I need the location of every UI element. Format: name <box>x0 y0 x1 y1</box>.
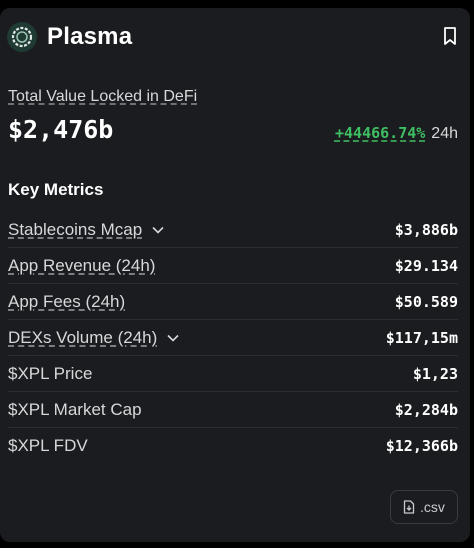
page-title: Plasma <box>47 23 133 50</box>
card-header: Plasma <box>7 20 458 54</box>
metric-value: $50.589 <box>394 292 458 311</box>
metric-label: Stablecoins Mcap <box>8 220 164 240</box>
plasma-logo-icon <box>7 22 37 52</box>
metrics-list: Stablecoins Mcap $3,886b App Revenue (24… <box>8 212 458 464</box>
metric-value: $29.134 <box>394 256 458 275</box>
metric-value: $117,15m <box>385 328 458 347</box>
metric-row-stablecoins-mcap[interactable]: Stablecoins Mcap $3,886b <box>8 212 458 248</box>
tvl-label[interactable]: Total Value Locked in DeFi <box>8 88 198 105</box>
metric-row-xpl-fdv: $XPL FDV $12,366b <box>8 428 458 464</box>
metric-label: $XPL FDV <box>8 436 88 455</box>
metric-value: $2,284b <box>394 400 458 419</box>
metric-label[interactable]: App Fees (24h) <box>8 291 126 311</box>
metric-row-app-revenue: App Revenue (24h) $29.134 <box>8 248 458 284</box>
metric-label[interactable]: App Revenue (24h) <box>8 255 156 275</box>
file-download-icon <box>403 500 415 514</box>
tvl-change: +44466.74% 24h <box>335 123 458 144</box>
protocol-card: Plasma Total Value Locked in DeFi $2,476… <box>0 8 470 542</box>
download-csv-button[interactable]: .csv <box>390 490 458 524</box>
tvl-change-period: 24h <box>431 125 458 142</box>
metric-row-app-fees: App Fees (24h) $50.589 <box>8 284 458 320</box>
bookmark-icon[interactable] <box>442 26 458 46</box>
tvl-value: $2,476b <box>8 115 114 144</box>
metric-row-xpl-price: $XPL Price $1,23 <box>8 356 458 392</box>
metric-value: $3,886b <box>394 220 458 239</box>
chevron-down-icon[interactable] <box>167 334 179 342</box>
key-metrics-title: Key Metrics <box>8 180 104 199</box>
metric-value: $1,23 <box>412 364 458 383</box>
metric-row-xpl-market-cap: $XPL Market Cap $2,284b <box>8 392 458 428</box>
chevron-down-icon[interactable] <box>152 226 164 234</box>
metric-label: $XPL Market Cap <box>8 399 142 419</box>
tvl-change-percent[interactable]: +44466.74% <box>334 124 426 142</box>
metric-value: $12,366b <box>385 437 458 455</box>
metric-label: $XPL Price <box>8 363 93 383</box>
metric-label: DEXs Volume (24h) <box>8 328 179 348</box>
metric-row-dexs-volume[interactable]: DEXs Volume (24h) $117,15m <box>8 320 458 356</box>
download-csv-label: .csv <box>420 499 445 515</box>
